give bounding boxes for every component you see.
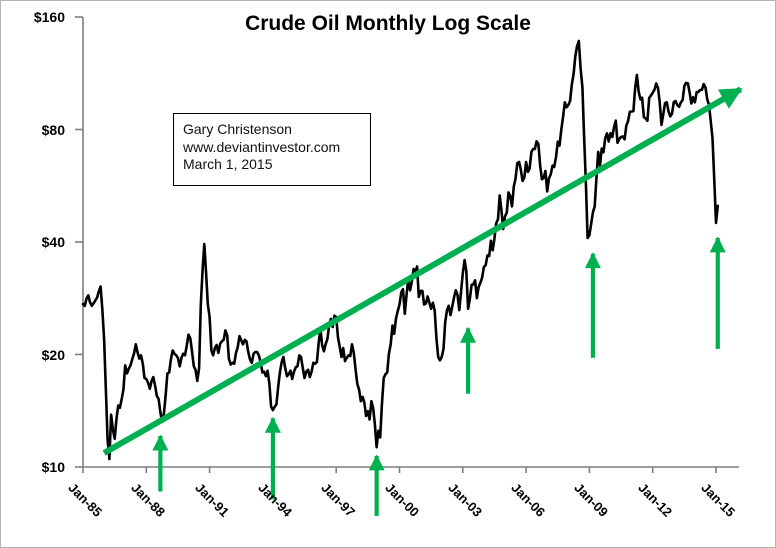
y-tick-label: $20 [41,346,65,363]
y-tick-label: $40 [41,234,65,250]
annotation-author: Gary Christenson [183,121,292,137]
price-line [81,39,720,461]
annotation-date: March 1, 2015 [183,156,273,172]
chart-title: Crude Oil Monthly Log Scale [245,12,531,35]
annotation-website: www.deviantinvestor.com [183,138,341,155]
trend-arrow [102,86,743,456]
y-tick-label: $10 [41,459,65,475]
y-tick-label: $160 [33,9,65,25]
y-tick-label: $80 [41,121,65,138]
annotation-box: Gary Christenson www.deviantinvestor.com… [173,113,371,186]
